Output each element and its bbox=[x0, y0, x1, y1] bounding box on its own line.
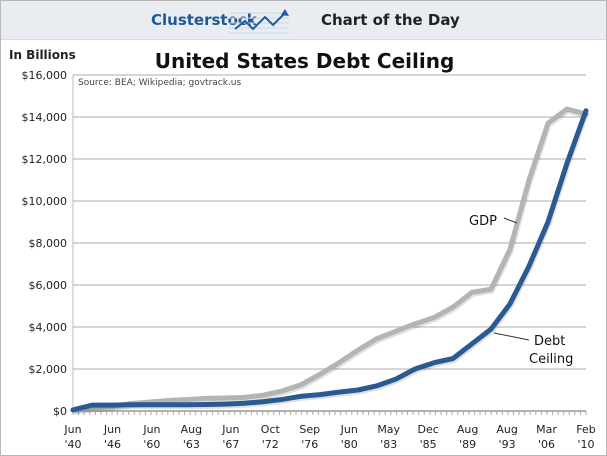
y-tick-label: $14,000 bbox=[22, 111, 68, 124]
gdp-leader-line bbox=[503, 217, 518, 224]
gdp-label: GDP bbox=[469, 214, 497, 229]
y-tick-label: $0 bbox=[53, 405, 67, 418]
source-note: Source: BEA; Wikipedia; govtrack.us bbox=[78, 78, 242, 88]
x-tick-label: Jun '80 bbox=[340, 423, 358, 451]
x-tick-label: Aug '93 bbox=[496, 423, 517, 451]
x-tick-label: Jun '46 bbox=[103, 423, 121, 451]
debt-ceiling-leader-line bbox=[493, 332, 530, 341]
x-tick-label: Jun '40 bbox=[63, 423, 81, 451]
series-line-debt-ceiling bbox=[70, 108, 589, 413]
header-banner: Clusterstock Chart of the Day bbox=[1, 1, 606, 40]
brand-name: Clusterstock bbox=[151, 11, 257, 29]
y-tick-label: $2,000 bbox=[29, 363, 68, 376]
x-tick-label: Aug '89 bbox=[457, 423, 478, 451]
x-tick-label: Jun '60 bbox=[142, 423, 160, 451]
chart-title: United States Debt Ceiling bbox=[154, 49, 455, 73]
debt-ceiling-label: Debt Ceiling bbox=[529, 334, 573, 367]
x-tick-label: Feb '10 bbox=[576, 423, 595, 451]
y-axis-unit: In Billions bbox=[9, 48, 76, 62]
x-tick-label: Jun '67 bbox=[221, 423, 239, 451]
section-title: Chart of the Day bbox=[321, 11, 460, 29]
y-tick-label: $12,000 bbox=[22, 153, 68, 166]
x-tick-label: Sep '76 bbox=[299, 423, 320, 451]
y-tick-label: $8,000 bbox=[29, 237, 68, 250]
y-tick-label: $16,000 bbox=[22, 69, 68, 82]
x-tick-label: Dec '85 bbox=[418, 423, 439, 451]
y-tick-label: $10,000 bbox=[22, 195, 68, 208]
trend-arrow-icon bbox=[229, 9, 289, 34]
y-tick-label: $4,000 bbox=[29, 321, 68, 334]
y-tick-label: $6,000 bbox=[29, 279, 68, 292]
x-tick-label: Mar '06 bbox=[536, 423, 557, 451]
series-line-gdp bbox=[70, 106, 589, 413]
x-tick-label: Oct '72 bbox=[261, 423, 281, 451]
x-tick-label: May '83 bbox=[377, 423, 400, 451]
x-tick-label: Aug '63 bbox=[181, 423, 202, 451]
